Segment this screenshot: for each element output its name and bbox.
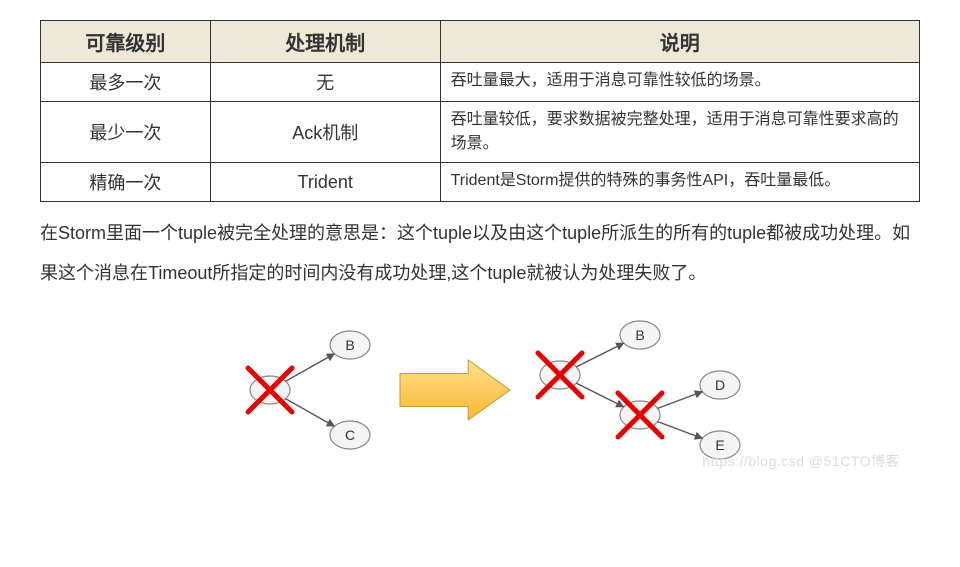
table-header: 说明 bbox=[440, 21, 919, 63]
cell-mechanism: Ack机制 bbox=[210, 102, 440, 163]
graph-node-label: D bbox=[715, 377, 725, 393]
cell-level: 精确一次 bbox=[41, 163, 211, 202]
table-header: 处理机制 bbox=[210, 21, 440, 63]
watermark-text: https://blog.csd @51CTO博客 bbox=[702, 451, 900, 471]
cell-level: 最多一次 bbox=[41, 63, 211, 102]
cell-level: 最少一次 bbox=[41, 102, 211, 163]
cell-mechanism: Trident bbox=[210, 163, 440, 202]
reliability-table: 可靠级别 处理机制 说明 最多一次 无 吞吐量最大，适用于消息可靠性较低的场景。… bbox=[40, 20, 920, 202]
cell-desc: 吞吐量较低，要求数据被完整处理，适用于消息可靠性要求高的场景。 bbox=[440, 102, 919, 163]
cell-desc: Trident是Storm提供的特殊的事务性API，吞吐量最低。 bbox=[440, 163, 919, 202]
graph-edge bbox=[658, 392, 703, 409]
graph-node-label: B bbox=[635, 327, 644, 343]
graph-node-label: B bbox=[345, 337, 354, 353]
cell-desc: 吞吐量最大，适用于消息可靠性较低的场景。 bbox=[440, 63, 919, 102]
transition-arrow-icon bbox=[400, 360, 510, 420]
table-row: 最多一次 无 吞吐量最大，适用于消息可靠性较低的场景。 bbox=[41, 63, 920, 102]
explanation-paragraph: 在Storm里面一个tuple被完全处理的意思是：这个tuple以及由这个tup… bbox=[40, 214, 920, 293]
cell-mechanism: 无 bbox=[210, 63, 440, 102]
table-row: 最少一次 Ack机制 吞吐量较低，要求数据被完整处理，适用于消息可靠性要求高的场… bbox=[41, 102, 920, 163]
table-row: 精确一次 Trident Trident是Storm提供的特殊的事务性API，吞… bbox=[41, 163, 920, 202]
topology-diagram: BCBDE https://blog.csd @51CTO博客 bbox=[40, 305, 920, 475]
graph-edge bbox=[658, 422, 703, 439]
graph-node-label: C bbox=[345, 427, 355, 443]
table-header: 可靠级别 bbox=[41, 21, 211, 63]
